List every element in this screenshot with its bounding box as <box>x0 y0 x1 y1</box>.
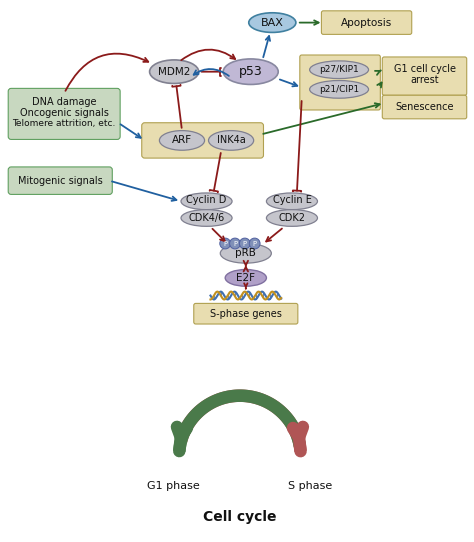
Ellipse shape <box>266 193 318 210</box>
Ellipse shape <box>220 238 230 249</box>
Ellipse shape <box>239 238 250 249</box>
Ellipse shape <box>249 13 296 33</box>
Text: Telomere attrition, etc.: Telomere attrition, etc. <box>12 119 116 128</box>
Text: MDM2: MDM2 <box>158 67 191 76</box>
Ellipse shape <box>266 210 318 227</box>
Ellipse shape <box>225 269 266 286</box>
Text: p53: p53 <box>239 65 263 78</box>
Text: arrest: arrest <box>410 75 439 85</box>
Text: P: P <box>223 241 227 247</box>
Ellipse shape <box>181 210 232 227</box>
Ellipse shape <box>249 238 260 249</box>
Text: p21/CIP1: p21/CIP1 <box>319 85 359 94</box>
FancyBboxPatch shape <box>383 95 467 119</box>
Text: DNA damage: DNA damage <box>32 97 96 107</box>
Text: G1 phase: G1 phase <box>147 481 200 491</box>
Text: Cell cycle: Cell cycle <box>203 511 277 525</box>
Text: Cyclin E: Cyclin E <box>273 195 311 205</box>
Text: S-phase genes: S-phase genes <box>210 309 282 319</box>
Ellipse shape <box>310 61 369 79</box>
FancyBboxPatch shape <box>8 167 112 195</box>
Text: Oncogenic signals: Oncogenic signals <box>20 108 109 118</box>
Ellipse shape <box>223 59 278 85</box>
Ellipse shape <box>181 193 232 210</box>
Text: P: P <box>253 241 257 247</box>
Ellipse shape <box>209 131 254 150</box>
Text: Cyclin D: Cyclin D <box>186 195 227 205</box>
Text: BAX: BAX <box>261 17 284 28</box>
Ellipse shape <box>150 60 199 83</box>
Text: P: P <box>243 241 247 247</box>
FancyBboxPatch shape <box>8 88 120 139</box>
FancyBboxPatch shape <box>300 55 380 110</box>
Text: Apoptosis: Apoptosis <box>341 17 392 28</box>
Ellipse shape <box>310 81 369 98</box>
FancyBboxPatch shape <box>142 122 264 158</box>
Text: E2F: E2F <box>237 273 255 283</box>
Text: G1 cell cycle: G1 cell cycle <box>393 64 456 74</box>
Text: ARF: ARF <box>172 136 192 145</box>
Text: Mitogenic signals: Mitogenic signals <box>18 176 103 186</box>
FancyBboxPatch shape <box>321 11 412 34</box>
Ellipse shape <box>159 131 205 150</box>
Text: CDK2: CDK2 <box>278 213 305 223</box>
Text: pRB: pRB <box>236 248 256 259</box>
Text: S phase: S phase <box>289 481 333 491</box>
Ellipse shape <box>220 243 271 263</box>
FancyBboxPatch shape <box>194 304 298 324</box>
Text: CDK4/6: CDK4/6 <box>188 213 225 223</box>
Ellipse shape <box>229 238 240 249</box>
Text: Senescence: Senescence <box>395 102 454 112</box>
Text: P: P <box>233 241 237 247</box>
Text: INK4a: INK4a <box>217 136 246 145</box>
FancyBboxPatch shape <box>383 57 467 95</box>
Text: p27/KIP1: p27/KIP1 <box>319 65 359 74</box>
